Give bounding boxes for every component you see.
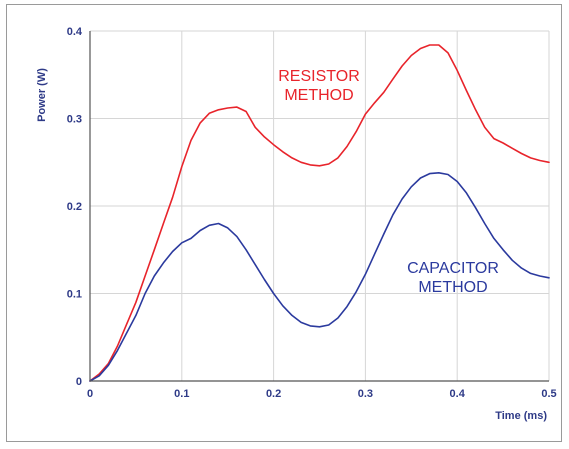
x-tick-label: 0.4 [450, 388, 466, 400]
annotation-line: METHOD [418, 279, 487, 296]
y-tick-label: 0.3 [67, 114, 82, 126]
x-tick-label: 0.2 [266, 388, 281, 400]
y-tick-label: 0.2 [67, 201, 82, 213]
tick-labels: 0 0.1 0.2 0.3 0.4 0.5 0 0.1 0.2 0.3 0.4 [67, 26, 557, 400]
series-lines [89, 44, 550, 382]
y-tick-label: 0.4 [67, 26, 83, 38]
resistor-method-label: RESISTOR METHOD [278, 68, 360, 104]
capacitor-method-label: CAPACITOR METHOD [407, 260, 499, 296]
y-axis-title: Power (W) [36, 68, 48, 122]
power-vs-time-chart: 0 0.1 0.2 0.3 0.4 0.500.10.20.30.4 Time (ms) … [36, 26, 557, 422]
chart-frame: 0 0.1 0.2 0.3 0.4 0.5 0 0.1 0.2 0.3 0.4 Time (ms) … [6, 4, 562, 442]
annotation-line: RESISTOR [278, 68, 360, 85]
x-tick-label: 0.3 [358, 388, 373, 400]
y-tick-label: 0.1 [67, 289, 82, 301]
resistor-method-line [89, 44, 550, 382]
y-tick-label: 0 [76, 376, 82, 388]
x-tick-label: 0 [87, 388, 93, 400]
annotations: RESISTOR METHOD CAPACITOR METHOD [278, 68, 499, 296]
capacitor-method-line [89, 172, 550, 382]
annotation-line: METHOD [284, 87, 353, 104]
x-tick-label: 0.1 [174, 388, 189, 400]
x-axis-title: Time (ms) [495, 410, 547, 422]
axes [89, 31, 549, 382]
x-tick-label: 0.5 [541, 388, 556, 400]
annotation-line: CAPACITOR [407, 260, 499, 277]
